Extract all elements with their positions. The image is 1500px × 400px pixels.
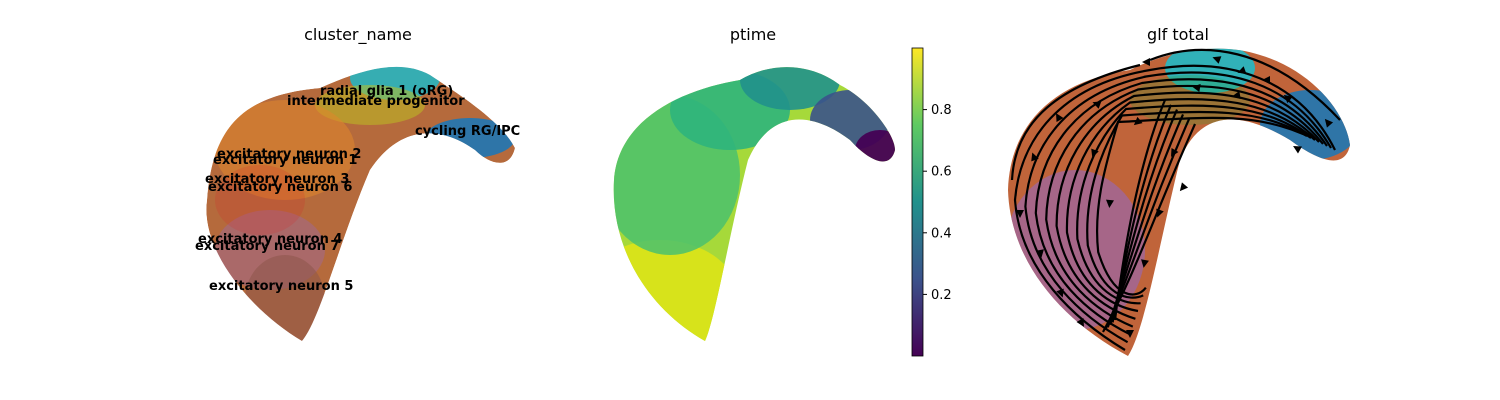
streamline-arrow xyxy=(1076,318,1084,327)
streamline xyxy=(1149,48,1341,121)
streamline-arrow xyxy=(1324,118,1334,128)
velocity-streamlines xyxy=(1010,48,1341,351)
streamline-arrow xyxy=(1133,116,1143,126)
panel-cluster-name: cluster_name radial glia 1 (oRG) interme… xyxy=(195,25,520,341)
streamline-arrow xyxy=(1016,210,1024,218)
cluster-blob xyxy=(245,255,325,341)
streamline-arrow xyxy=(1031,152,1039,162)
streamline-arrow xyxy=(1171,148,1179,157)
streamline-arrow xyxy=(1283,94,1293,104)
cluster-label: excitatory neuron 4 xyxy=(198,232,342,247)
streamline-arrow xyxy=(1237,66,1247,74)
chart-title: ptime xyxy=(730,25,776,44)
cluster-label: radial glia 1 (oRG) xyxy=(320,84,453,99)
cluster-label: intermediate progenitor xyxy=(287,94,465,109)
colorbar-tick-label: 0.2 xyxy=(931,288,952,303)
ptime-band xyxy=(855,130,895,170)
ptime-band xyxy=(740,67,840,110)
streamline xyxy=(1034,78,1328,336)
cluster-label: excitatory neuron 6 xyxy=(208,180,352,195)
streamline-arrow xyxy=(1232,91,1241,99)
cluster-label: excitatory neuron 1 xyxy=(213,153,357,168)
streamline-arrow xyxy=(1179,182,1189,192)
cluster-label: excitatory neuron 3 xyxy=(205,172,349,187)
streamline xyxy=(1102,123,1197,333)
streamline xyxy=(1024,71,1332,344)
cluster-label: cycling RG/IPC xyxy=(415,124,520,139)
panel-ptime: ptime 0.2 0.4 0.6 0.8 xyxy=(613,25,952,357)
cluster-blob xyxy=(1165,48,1255,93)
colorbar-tick-label: 0.6 xyxy=(931,165,952,180)
cluster-label: excitatory neuron 7 xyxy=(195,239,339,254)
chart-title: glf total xyxy=(1147,25,1209,44)
colorbar-tick-label: 0.8 xyxy=(931,103,952,118)
streamline-arrow xyxy=(1212,56,1222,64)
streamline xyxy=(1076,104,1312,305)
streamline-arrow xyxy=(1036,249,1044,258)
streamline-arrow xyxy=(1106,199,1114,208)
streamline xyxy=(1086,110,1308,299)
streamline-arrow xyxy=(1126,330,1134,338)
colorbar-gradient xyxy=(911,47,924,357)
ptime-band xyxy=(613,240,740,342)
chart-title: cluster_name xyxy=(304,25,412,45)
streamline xyxy=(1010,63,1141,181)
colorbar: 0.2 0.4 0.6 0.8 xyxy=(911,47,952,357)
streamline-arrow xyxy=(1091,148,1099,158)
streamline xyxy=(1045,84,1324,328)
streamline-arrow xyxy=(1142,58,1150,66)
cluster-blob xyxy=(215,100,355,200)
streamline-arrow xyxy=(1056,113,1064,122)
cluster-labels: radial glia 1 (oRG) intermediate progeni… xyxy=(195,84,520,294)
streamline xyxy=(1055,91,1320,320)
streamline-arrow xyxy=(1262,76,1270,84)
streamline-arrow xyxy=(1293,146,1302,154)
cluster-blob xyxy=(315,85,425,125)
streamline-arrow xyxy=(1156,208,1164,218)
cluster-label: excitatory neuron 5 xyxy=(209,279,353,294)
cluster-blob xyxy=(215,165,305,235)
colorbar-tick-label: 0.4 xyxy=(931,226,952,241)
streamline-arrow xyxy=(1092,101,1102,109)
cluster-label: excitatory neuron 2 xyxy=(217,147,361,162)
velocity-arrows xyxy=(1016,56,1334,338)
streamline-arrow xyxy=(1056,288,1064,298)
streamline-arrow xyxy=(1192,84,1201,92)
streamline-arrow xyxy=(1141,259,1149,268)
streamline xyxy=(1065,98,1316,313)
colorbar-ticks: 0.2 0.4 0.6 0.8 xyxy=(923,103,952,303)
panel-glf-total: glf total xyxy=(1008,25,1350,357)
